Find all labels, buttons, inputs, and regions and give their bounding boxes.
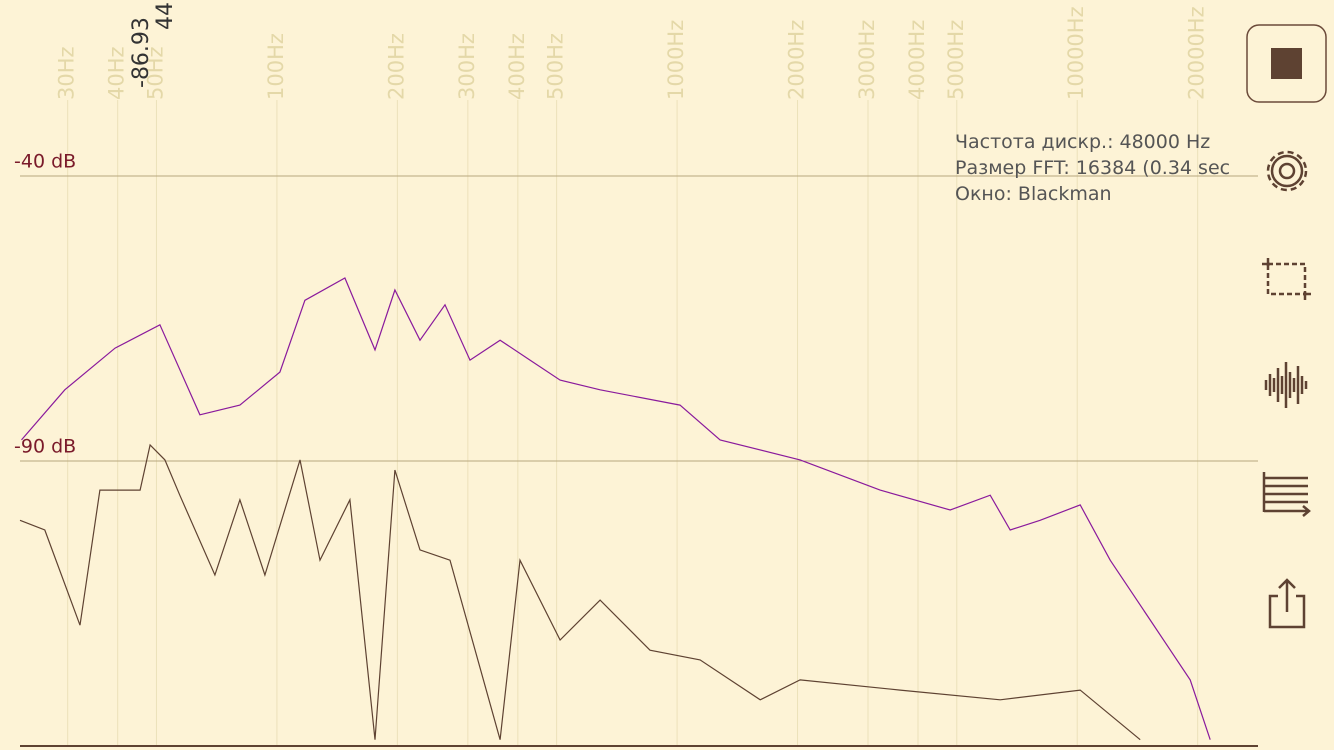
sample-rate: Частота дискр.: 48000 Hz (955, 131, 1210, 153)
crop-button[interactable] (1262, 258, 1311, 300)
x-tick-label: 1000Hz (664, 20, 688, 100)
spectrum-line (21, 277, 1211, 740)
x-tick-label: 400Hz (505, 33, 529, 100)
stop-button[interactable] (1246, 24, 1327, 103)
x-tick-label: 4000Hz (905, 20, 929, 100)
x-tick-label: 20000Hz (1185, 6, 1209, 100)
x-tick-label: 40Hz (105, 46, 129, 100)
y-tick-label: -40 dB (14, 151, 76, 173)
x-tick-label: 300Hz (455, 33, 479, 100)
cursor-frequency: 44 (153, 2, 178, 30)
x-tick-label: 5000Hz (944, 20, 968, 100)
x-tick-label: 50Hz (143, 46, 167, 100)
spectrum-line (19, 443, 1141, 741)
waveform-button[interactable] (1264, 362, 1308, 408)
x-tick-label: 10000Hz (1064, 6, 1088, 100)
window: Окно: Blackman (955, 183, 1112, 205)
settings-button[interactable] (1262, 146, 1312, 196)
x-tick-label: 30Hz (55, 46, 79, 100)
cursor-level: -86.93 (129, 17, 154, 88)
y-tick-label: -90 dB (14, 436, 76, 458)
x-tick-label: 2000Hz (785, 20, 809, 100)
grid: 30Hz 40Hz 50Hz 100Hz 200Hz 300Hz 400Hz 500Hz 100… (14, 6, 1258, 746)
x-tick-label: 200Hz (384, 33, 408, 100)
share-button[interactable] (1268, 578, 1306, 629)
fft-size: Размер FFT: 16384 (0.34 sec (955, 157, 1230, 179)
x-tick-label: 100Hz (264, 33, 288, 100)
x-tick-label: 3000Hz (855, 20, 879, 100)
plot (19, 277, 1211, 741)
list-button[interactable] (1262, 472, 1311, 517)
x-tick-label: 500Hz (544, 33, 568, 100)
